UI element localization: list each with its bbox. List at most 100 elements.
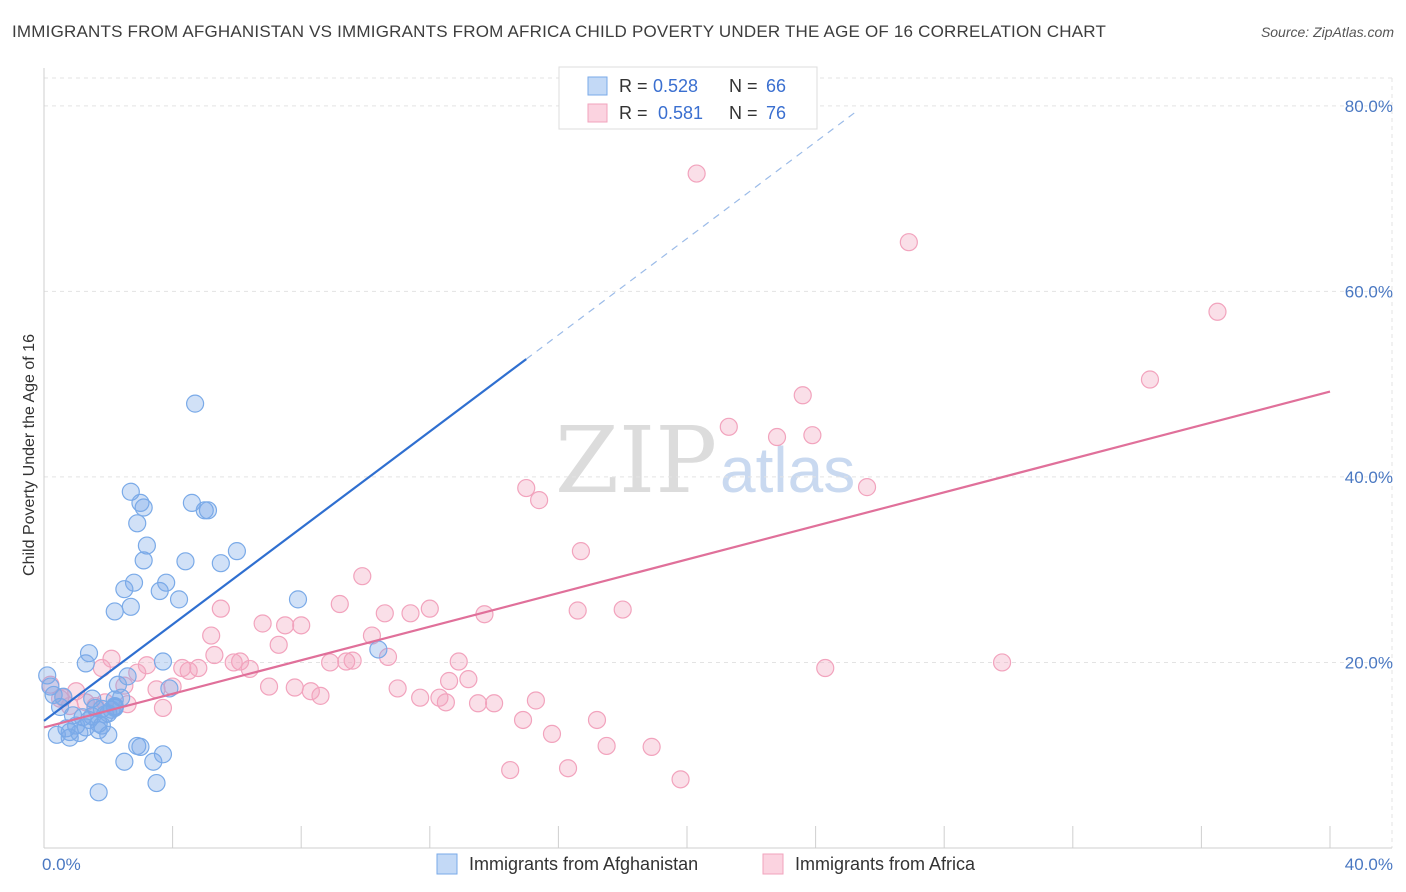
source-label: Source: ZipAtlas.com (1260, 24, 1394, 40)
africa-point (375, 604, 394, 623)
afghanistan-point (198, 501, 218, 520)
afghanistan-point (76, 718, 95, 737)
legend-n-value-1: 66 (766, 76, 786, 96)
x-tick-label-min: 0.0% (42, 855, 81, 874)
afghanistan-point (115, 580, 134, 599)
africa-point (253, 614, 272, 633)
legend-r-value-2: 0.581 (658, 103, 703, 123)
afghanistan-point (137, 536, 156, 555)
afghanistan-point (157, 573, 176, 592)
bottom-legend-swatch-africa (762, 853, 784, 875)
afghanistan-trend-extension (525, 112, 855, 360)
africa-point (485, 694, 504, 713)
afghanistan-trend-line (43, 358, 527, 722)
afghanistan-point (211, 554, 230, 573)
y-tick-label: 20.0% (1345, 653, 1393, 672)
africa-point (1208, 302, 1227, 321)
legend-n-value-2: 76 (766, 103, 786, 123)
afghanistan-point (134, 551, 153, 570)
africa-point (259, 677, 279, 696)
afghanistan-point (79, 644, 99, 663)
afghanistan-point (147, 773, 166, 793)
y-tick-label: 40.0% (1345, 468, 1393, 487)
africa-point (388, 679, 407, 698)
africa-point (330, 594, 349, 614)
africa-point (401, 604, 420, 623)
africa-point (558, 759, 578, 778)
africa-point (211, 599, 230, 618)
afghanistan-point (89, 783, 108, 802)
afghanistan-point (153, 652, 173, 671)
africa-point (526, 691, 545, 710)
correlation-legend: R = 0.528 N = 66 R = 0.581 N = 76 (558, 66, 818, 130)
africa-point (613, 600, 632, 619)
afghanistan-point (128, 514, 147, 533)
africa-point (571, 542, 591, 561)
afghanistan-point (76, 654, 95, 673)
africa-point (231, 652, 250, 671)
africa-point (269, 635, 288, 654)
africa-point (301, 682, 320, 701)
africa-point (642, 737, 661, 756)
africa-point (687, 164, 706, 183)
afghanistan-point (144, 752, 163, 771)
bottom-legend-swatch-afghanistan (436, 853, 458, 875)
africa-point (517, 478, 536, 498)
legend-r-value-1: 0.528 (653, 76, 698, 96)
africa-point (449, 652, 468, 671)
watermark-zip: ZIP (555, 407, 717, 514)
afghanistan-point (186, 394, 205, 413)
africa-point (343, 651, 362, 670)
afghanistan-point (288, 590, 308, 609)
legend-n-label-2: N = (729, 103, 758, 123)
afghanistan-point (118, 667, 137, 686)
afghanistan-point (105, 602, 124, 621)
africa-point (311, 686, 330, 705)
africa-point (816, 658, 835, 678)
africa-point (285, 678, 304, 697)
africa-point (420, 599, 439, 618)
africa-point (1140, 370, 1160, 389)
series-legend: Immigrants from Afghanistan Immigrants f… (436, 853, 976, 875)
watermark-atlas: atlas (720, 434, 855, 506)
axes (43, 68, 1392, 849)
africa-point (439, 671, 459, 691)
africa-point (542, 724, 562, 743)
africa-point (224, 653, 243, 672)
afghanistan-point (153, 745, 173, 764)
bottom-legend-label-africa: Immigrants from Africa (795, 854, 976, 874)
africa-point (411, 688, 430, 707)
africa-point (137, 656, 156, 675)
afghanistan-point (131, 737, 150, 756)
afghanistan-point (227, 542, 246, 561)
afghanistan-point (121, 597, 140, 616)
afghanistan-point (369, 640, 388, 659)
afghanistan-point (115, 752, 134, 771)
legend-r-label-1: R = (619, 76, 648, 96)
africa-point (436, 693, 455, 712)
africa-point (459, 670, 478, 689)
africa-point (202, 626, 221, 645)
africa-point (501, 760, 520, 780)
y-axis-label: Child Poverty Under the Age of 16 (21, 334, 38, 576)
afghanistan-point (124, 573, 144, 592)
africa-point (530, 491, 549, 510)
africa-trend-line (43, 390, 1331, 729)
africa-point (671, 770, 690, 789)
africa-point (793, 386, 812, 405)
africa-point (857, 478, 877, 497)
africa-point (128, 663, 147, 682)
africa-point (205, 645, 224, 665)
africa-point (337, 652, 356, 671)
africa-point (587, 710, 607, 730)
x-tick-label-max: 40.0% (1345, 855, 1393, 874)
africa-point (803, 426, 822, 445)
y-tick-label: 80.0% (1345, 97, 1393, 116)
africa-point (153, 698, 173, 718)
series-afghanistan (38, 394, 388, 802)
gridlines (44, 77, 1393, 848)
legend-swatch-africa (587, 103, 608, 123)
afghanistan-point (176, 552, 195, 571)
africa-point (163, 677, 182, 696)
